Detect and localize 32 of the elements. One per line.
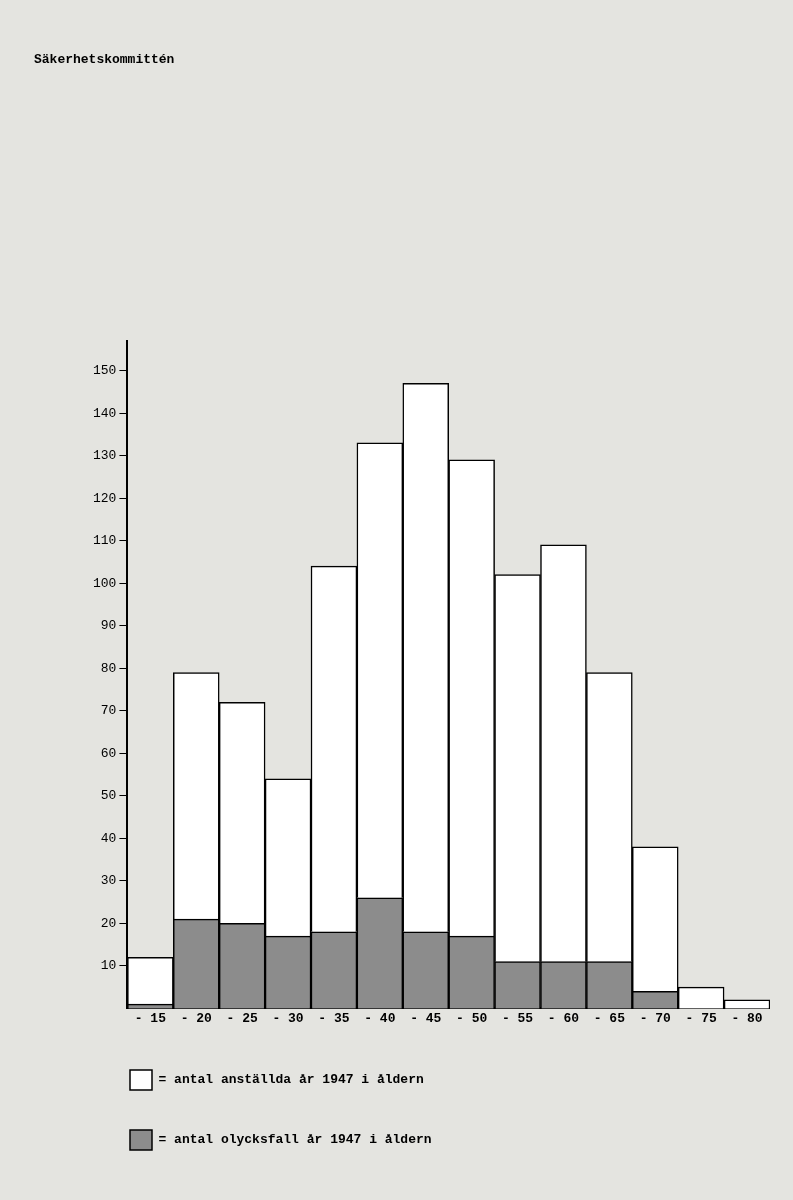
- x-tick-label: - 55: [501, 1011, 534, 1027]
- y-tick-label: 80: [100, 660, 117, 676]
- y-tick-label: 10: [100, 958, 117, 974]
- x-tick-label: - 35: [318, 1011, 350, 1027]
- y-tick-label: 150: [93, 363, 117, 378]
- y-tick-label: 140: [93, 405, 117, 421]
- x-tick-label: - 45: [410, 1011, 442, 1027]
- y-tick-label: 70: [100, 703, 117, 719]
- y-tick-label: 90: [100, 618, 117, 634]
- y-tick-label: 120: [93, 490, 117, 506]
- x-tick-label: - 65: [593, 1011, 626, 1027]
- legend-label: = antal anställda år 1947 i åldern: [158, 1072, 424, 1088]
- x-tick-label: - 50: [456, 1011, 488, 1027]
- legend-label: = antal olycksfall år 1947 i åldern: [158, 1132, 432, 1148]
- x-tick-label: - 75: [685, 1011, 717, 1027]
- y-tick-label: 40: [100, 830, 117, 846]
- y-tick-label: 30: [100, 873, 117, 889]
- x-tick-label: - 15: [134, 1011, 167, 1027]
- x-tick-label: - 70: [639, 1011, 672, 1027]
- y-tick-label: 130: [93, 448, 117, 464]
- x-tick-label: - 40: [364, 1011, 396, 1027]
- x-tick-label: - 80: [731, 1011, 763, 1027]
- x-tick-label: - 20: [180, 1011, 213, 1027]
- y-tick-label: 20: [100, 915, 117, 931]
- y-tick-label: 110: [93, 533, 117, 549]
- y-tick-label: 100: [93, 575, 117, 591]
- x-tick-label: - 60: [547, 1011, 580, 1027]
- chart-title: Säkerhetskommittén: [34, 52, 175, 67]
- y-tick-label: 60: [100, 745, 117, 761]
- x-tick-label: - 30: [272, 1011, 304, 1027]
- x-tick-label: - 25: [226, 1011, 258, 1027]
- y-tick-label: 50: [100, 788, 117, 804]
